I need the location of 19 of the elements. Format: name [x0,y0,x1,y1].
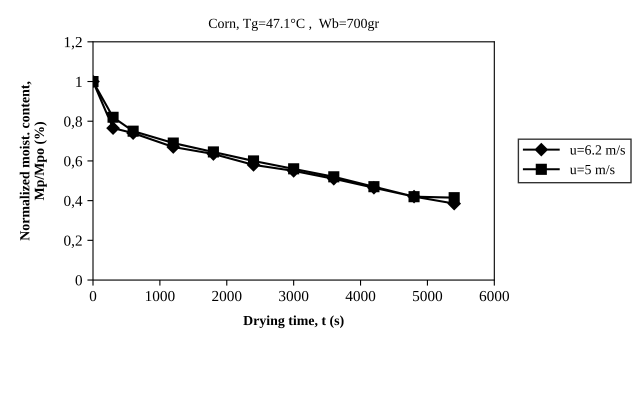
y-tick-label: 0,2 [64,235,82,248]
x-tick-label: 3000 [279,290,308,302]
y-tick-label: 0,8 [64,116,82,129]
legend-label: u=5 m/s [570,164,615,174]
x-tick-label: 2000 [212,290,242,302]
y-tick-label: 0 [76,275,82,286]
y-tick-label: 1 [76,76,82,87]
x-tick-label: 1000 [146,290,175,302]
x-tick-label: 5000 [413,290,442,302]
y-tick-label: 1,2 [64,37,82,50]
x-tick-label: 4000 [346,290,376,302]
y-axis-title: Normalized moist. content, Mp/Mpo (%) [20,82,47,241]
x-axis-title: Drying time, t (s) [243,315,344,328]
x-tick-label: 6000 [480,290,510,302]
legend-label: u=6.2 m/s [570,145,625,155]
y-tick-label: 0,6 [64,156,82,169]
x-tick-label: 0 [90,290,96,302]
y-tick-label: 0,4 [64,196,82,208]
chart-title: Corn, Tg=47.1°C , Wb=700gr [208,18,379,31]
